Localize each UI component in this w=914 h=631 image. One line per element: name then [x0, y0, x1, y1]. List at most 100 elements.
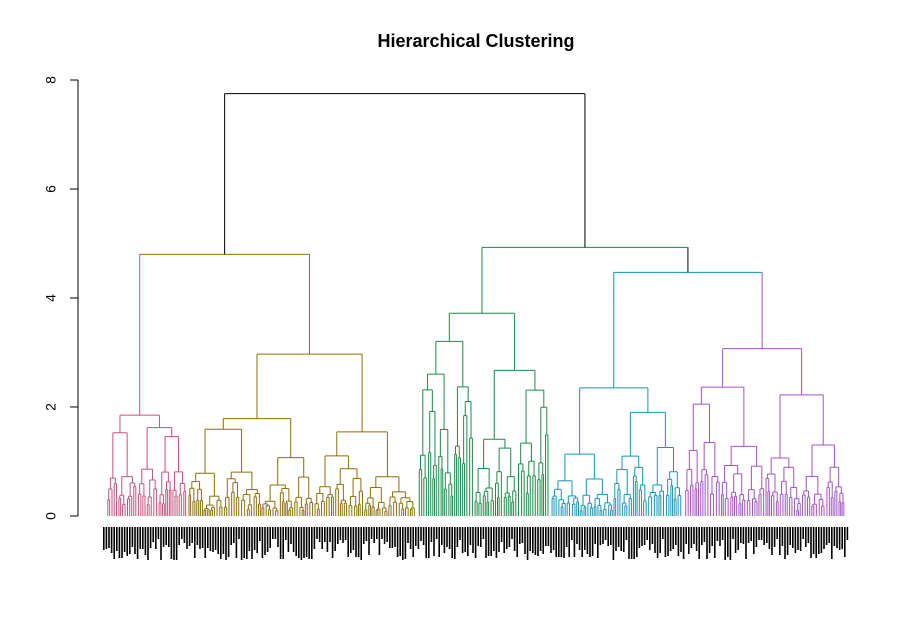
leaf-label	[391, 527, 394, 548]
leaf-label	[524, 527, 526, 554]
leaf-label	[282, 527, 284, 559]
leaf-label	[246, 527, 248, 559]
leaf-label	[607, 527, 609, 546]
leaf-label	[815, 527, 817, 558]
leaf-label	[542, 527, 544, 554]
leaf-label	[841, 527, 843, 549]
leaf-label	[399, 527, 401, 556]
leaf-label	[272, 527, 274, 539]
leaf-label	[625, 527, 628, 540]
leaf-label	[217, 527, 219, 554]
leaf-label	[394, 527, 396, 547]
leaf-label	[552, 527, 555, 550]
leaf-label	[165, 527, 167, 545]
leaf-label	[812, 527, 815, 554]
leaf-label	[495, 527, 498, 558]
leaf-label	[628, 527, 630, 559]
leaf-label	[186, 527, 188, 549]
leaf-label	[292, 527, 295, 552]
leaf-label	[212, 527, 214, 552]
leaf-label	[357, 527, 360, 557]
leaf-label	[836, 527, 838, 548]
leaf-label	[571, 527, 573, 540]
leaf-label	[838, 527, 841, 550]
leaf-label	[547, 527, 550, 546]
leaf-label	[789, 527, 791, 545]
leaf-label	[433, 527, 435, 556]
leaf-label	[563, 527, 565, 558]
leaf-label	[500, 527, 503, 542]
leaf-label	[693, 527, 695, 544]
leaf-label	[586, 527, 589, 554]
leaf-label	[599, 527, 602, 545]
leaf-label	[425, 527, 427, 558]
leaf-label	[825, 527, 828, 545]
leaf-label	[485, 527, 487, 558]
leaf-label	[805, 527, 807, 547]
leaf-label	[350, 527, 352, 553]
leaf-label	[376, 527, 378, 539]
leaf-label	[331, 527, 334, 558]
leaf-label	[264, 527, 266, 555]
leaf-label	[467, 527, 469, 556]
leaf-label	[641, 527, 643, 546]
leaf-label	[441, 527, 443, 545]
leaf-label	[139, 527, 141, 549]
leaf-label	[747, 527, 750, 543]
leaf-label	[727, 527, 729, 557]
leaf-label	[797, 527, 799, 550]
leaf-label	[477, 527, 479, 546]
leaf-label	[303, 527, 305, 558]
leaf-label	[178, 527, 180, 545]
leaf-label	[698, 527, 700, 559]
leaf-label	[324, 527, 326, 542]
leaf-label	[103, 527, 105, 550]
leaf-label	[807, 527, 810, 543]
leaf-label	[591, 527, 594, 556]
leaf-label	[636, 527, 638, 557]
leaf-label	[539, 527, 542, 551]
leaf-label	[604, 527, 607, 540]
leaf-label	[170, 527, 173, 559]
leaf-label	[568, 527, 570, 557]
leaf-label	[417, 527, 420, 549]
leaf-label	[162, 527, 165, 547]
leaf-label	[290, 527, 292, 544]
y-tick-label: 0	[43, 512, 59, 520]
leaf-label	[779, 527, 781, 555]
leaf-label	[402, 527, 404, 560]
leaf-label	[545, 527, 547, 546]
leaf-label	[448, 527, 451, 549]
leaf-label	[511, 527, 513, 539]
leaf-label	[716, 527, 719, 541]
leaf-label	[732, 527, 734, 539]
leaf-label	[412, 527, 414, 557]
leaf-label	[794, 527, 797, 553]
leaf-label	[766, 527, 768, 543]
y-tick-label: 6	[43, 185, 59, 193]
leaf-label	[560, 527, 563, 557]
leaf-label	[381, 527, 383, 539]
leaf-label	[708, 527, 711, 553]
leaf-label	[204, 527, 206, 558]
leaf-label	[196, 527, 199, 545]
leaf-label	[443, 527, 446, 553]
leaf-label	[506, 527, 508, 549]
leaf-label	[339, 527, 342, 540]
leaf-label	[516, 527, 518, 557]
leaf-label	[235, 527, 238, 558]
leaf-label	[594, 527, 596, 544]
leaf-label	[532, 527, 534, 553]
leaf-label	[742, 527, 745, 544]
leaf-label	[121, 527, 123, 558]
leaf-label	[649, 527, 651, 550]
leaf-label	[745, 527, 747, 559]
leaf-label	[131, 527, 134, 547]
leaf-label	[675, 527, 677, 545]
leaf-label	[142, 527, 144, 549]
leaf-label	[396, 527, 399, 557]
leaf-label	[597, 527, 599, 558]
leaf-label	[454, 527, 456, 559]
leaf-label	[220, 527, 222, 559]
y-tick-label: 2	[43, 403, 59, 411]
